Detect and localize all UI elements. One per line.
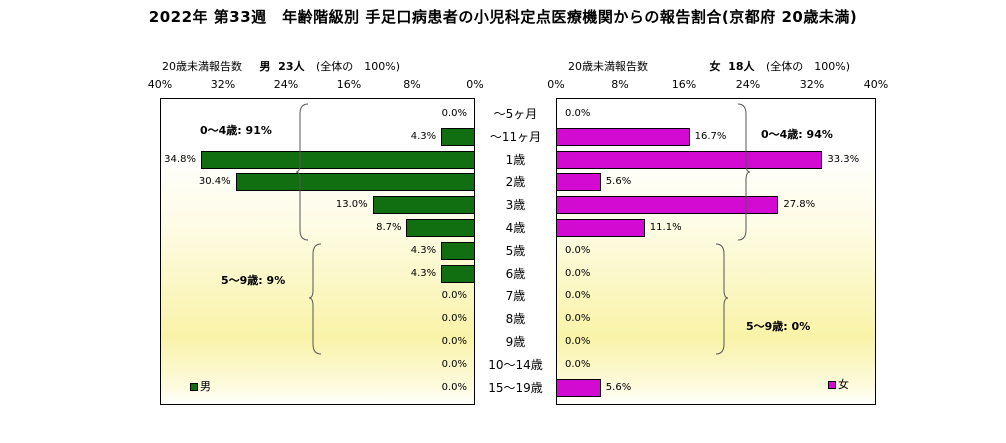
- female-bar: [556, 196, 779, 215]
- left-tick-label: 40%: [147, 78, 173, 91]
- age-category-label: 9歳: [505, 335, 526, 349]
- male-bar: [406, 219, 475, 237]
- legend-female-swatch: [828, 381, 836, 389]
- age-category-label: ～5ヶ月: [493, 107, 538, 121]
- female-value-label: 0.0%: [565, 290, 591, 302]
- right-tick-label: 16%: [671, 78, 697, 91]
- male-value-label: 4.3%: [410, 244, 437, 256]
- right-tick-label: 32%: [799, 78, 825, 91]
- male-value-label: 0.0%: [441, 313, 467, 325]
- male-0-4-brace: [295, 103, 309, 241]
- female-value-label: 11.1%: [649, 222, 682, 233]
- age-category-label: 3歳: [505, 198, 526, 213]
- age-category-label: 8歳: [505, 312, 526, 327]
- male-value-label: 8.7%: [376, 222, 402, 233]
- right-tick-label: 0%: [547, 78, 565, 91]
- female-value-label: 0.0%: [565, 313, 591, 325]
- female-bar: [556, 378, 601, 397]
- male-5-9-annotation: 5～9歳: 9%: [221, 274, 286, 287]
- female-bar: [556, 173, 601, 192]
- male-value-label: 0.0%: [441, 108, 467, 119]
- legend-male-label: 男: [200, 380, 211, 393]
- male-value-label: 13.0%: [335, 199, 368, 211]
- female-value-label: 27.8%: [783, 199, 816, 211]
- left-tick-label: 32%: [210, 78, 236, 91]
- left-header: 20歳未満報告数 男 23人 (全体の 100%): [162, 58, 400, 74]
- right-header-count: 18人: [728, 60, 755, 73]
- male-bar: [235, 173, 475, 192]
- age-category-label: 1歳: [505, 152, 526, 167]
- age-category-label: 6歳: [505, 266, 526, 281]
- left-tick-label: 16%: [336, 78, 362, 91]
- legend-male: 男: [190, 378, 211, 394]
- age-category-label: ～11ヶ月: [489, 129, 542, 144]
- male-value-label: 0.0%: [441, 381, 467, 393]
- age-category-label: 10～14歳: [488, 357, 543, 372]
- female-value-label: 33.3%: [827, 153, 860, 165]
- right-header: 20歳未満報告数 女 18人 (全体の 100%): [568, 58, 850, 74]
- male-5-9-brace: [308, 243, 322, 355]
- male-bar: [200, 150, 475, 169]
- male-value-label: 0.0%: [441, 358, 467, 370]
- left-tick-label: 24%: [273, 78, 299, 91]
- female-value-label: 0.0%: [565, 267, 591, 279]
- male-value-label: 0.0%: [441, 336, 467, 347]
- left-tick-label: 8%: [403, 78, 421, 91]
- right-header-sex: 女: [709, 60, 721, 73]
- male-0-4-annotation: 0～4歳: 91%: [200, 124, 272, 137]
- female-value-label: 0.0%: [565, 336, 591, 347]
- age-category-label: 7歳: [505, 289, 526, 304]
- right-tick-label: 8%: [611, 78, 629, 91]
- age-category-label: 2歳: [505, 175, 526, 190]
- female-value-label: 0.0%: [565, 358, 591, 370]
- female-value-label: 0.0%: [565, 244, 591, 256]
- male-bar: [441, 264, 475, 283]
- left-header-label: 20歳未満報告数: [162, 60, 242, 73]
- age-category-label: 4歳: [505, 221, 526, 235]
- left-header-count: 23人: [278, 60, 305, 73]
- male-value-label: 4.3%: [410, 267, 437, 279]
- female-bar: [556, 127, 690, 146]
- female-0-4-annotation: 0～4歳: 94%: [761, 128, 833, 141]
- male-value-label: 0.0%: [441, 290, 467, 302]
- male-bar: [441, 127, 475, 146]
- right-header-label: 20歳未満報告数: [568, 60, 648, 73]
- left-tick-label: 0%: [466, 78, 484, 91]
- left-header-total: (全体の 100%): [315, 60, 401, 73]
- left-header-sex: 男: [259, 60, 271, 73]
- right-tick-label: 24%: [735, 78, 761, 91]
- male-value-label: 30.4%: [198, 176, 231, 188]
- female-value-label: 16.7%: [694, 130, 727, 142]
- age-category-label: 15～19歳: [488, 380, 543, 395]
- female-bar: [556, 150, 823, 169]
- male-value-label: 4.3%: [410, 130, 437, 142]
- chart-title: 2022年 第33週 年齢階級別 手足口病患者の小児科定点医療機関からの報告割合…: [148, 8, 858, 26]
- male-bar: [372, 196, 475, 215]
- right-header-total: (全体の 100%): [765, 60, 851, 73]
- female-value-label: 5.6%: [605, 176, 632, 188]
- female-5-9-brace: [715, 243, 729, 355]
- female-bar: [556, 219, 645, 237]
- female-value-label: 5.6%: [605, 381, 632, 393]
- right-tick-label: 40%: [863, 78, 889, 91]
- age-category-label: 5歳: [505, 243, 526, 258]
- legend-female: 女: [828, 376, 849, 392]
- male-bar: [441, 241, 475, 260]
- female-5-9-annotation: 5～9歳: 0%: [746, 320, 811, 333]
- legend-female-label: 女: [838, 378, 849, 391]
- male-value-label: 34.8%: [164, 153, 196, 165]
- legend-male-swatch: [190, 383, 198, 391]
- female-0-4-brace: [737, 103, 751, 241]
- female-value-label: 0.0%: [565, 108, 591, 119]
